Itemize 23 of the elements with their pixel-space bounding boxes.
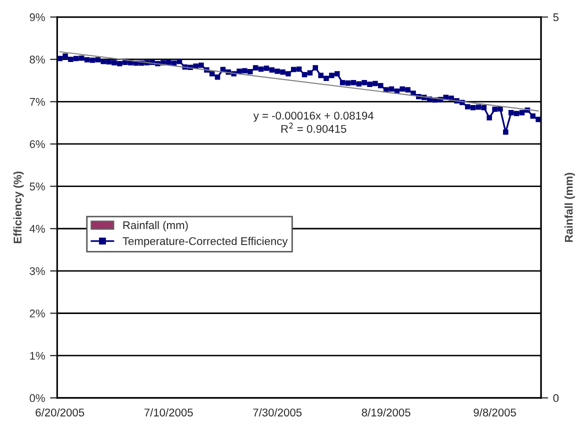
y-tick-label: 7% (30, 98, 45, 106)
y-axis-title: Efficiency (%) (13, 172, 24, 244)
y-tick-label: 8% (30, 56, 45, 64)
y-tick-label: 0% (30, 394, 45, 402)
y-tick-label: 9% (30, 13, 45, 22)
x-tick-label: 9/8/2005 (474, 408, 516, 416)
annotation: R$^{2}$ = 0.90415 (281, 122, 346, 133)
x-tick-label: 7/10/2005 (144, 408, 193, 416)
annotation: y = -0.00016x + 0.08194 (253, 112, 374, 122)
legend-label: Temperature-Corrected Efficiency (122, 236, 288, 248)
y-tick-label: 2% (30, 310, 45, 318)
y-tick-label: 5% (30, 182, 45, 190)
y2-tick-label: 0 (553, 394, 559, 402)
y2-axis-title: Rainfall (mm) (564, 172, 575, 242)
x-tick-label: 6/20/2005 (36, 408, 84, 416)
y-tick-label: 3% (30, 267, 45, 276)
y-tick-label: 6% (30, 140, 45, 148)
y-tick-label: 4% (30, 224, 45, 233)
legend-label: Rainfall (mm) (123, 220, 188, 232)
y-tick-label: 1% (30, 352, 45, 360)
x-tick-label: 8/19/2005 (362, 408, 410, 416)
x-tick-label: 7/30/2005 (253, 408, 302, 416)
y2-tick-label: 5 (553, 13, 559, 22)
